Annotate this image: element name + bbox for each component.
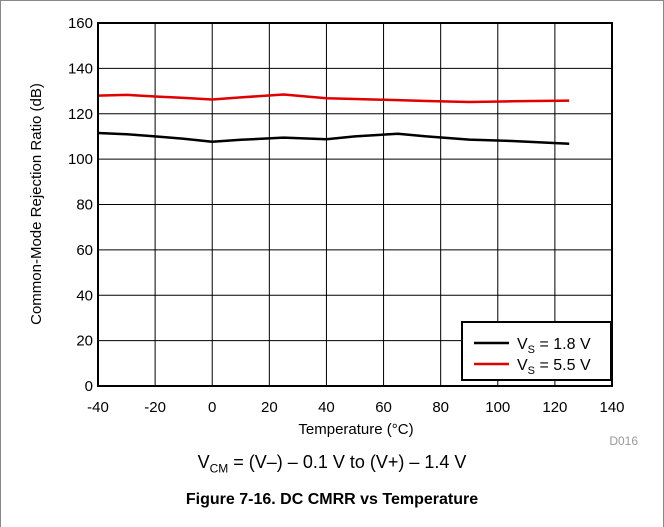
plot-area-border: [97, 22, 613, 387]
x-tick-label: 120: [542, 399, 567, 416]
y-tick-label: 140: [68, 60, 93, 77]
figure-title: Figure 7-16. DC CMRR vs Temperature: [185, 491, 479, 508]
y-tick-label: 120: [68, 106, 93, 123]
y-tick-label: 80: [76, 197, 93, 214]
x-tick-label: 0: [208, 399, 216, 416]
frame-left-border: [0, 0, 1, 527]
x-tick-label: -20: [144, 399, 166, 416]
series-line-2: [97, 93, 570, 104]
x-tick-label: 80: [432, 399, 449, 416]
test-condition-caption: VCM = (V–) – 0.1 V to (V+) – 1.4 V: [197, 452, 467, 476]
frame-top-border: [0, 0, 664, 1]
watermark-label: D016: [609, 434, 638, 445]
cmrr-chart: -40 -20 0 20 40 60 80 100 120 140 0 20 40 60 80 100 120 1…: [28, 15, 638, 445]
y-tick-label: 160: [68, 15, 93, 32]
x-tick-label: 140: [599, 399, 624, 416]
series-line-1: [97, 131, 570, 145]
legend-label-2: VS = 5.5 V: [517, 357, 591, 377]
x-tick-label: 60: [375, 399, 392, 416]
x-tick-label: 100: [485, 399, 510, 416]
y-axis-label: Common-Mode Rejection Ratio (dB): [28, 83, 45, 325]
y-tick-label: 60: [76, 242, 93, 259]
legend-label-1: VS = 1.8 V: [517, 336, 591, 356]
y-tick-label: 100: [68, 151, 93, 168]
y-tick-label: 20: [76, 333, 93, 350]
legend-box: [461, 321, 612, 381]
x-tick-label: -40: [87, 399, 109, 416]
x-tick-label: 20: [261, 399, 278, 416]
legend: VS = 1.8 V VS = 5.5 V: [461, 321, 612, 381]
x-tick-label: 40: [318, 399, 335, 416]
y-tick-label: 40: [76, 287, 93, 304]
y-tick-label: 0: [85, 378, 93, 395]
x-axis-label: Temperature (°C): [298, 421, 413, 438]
